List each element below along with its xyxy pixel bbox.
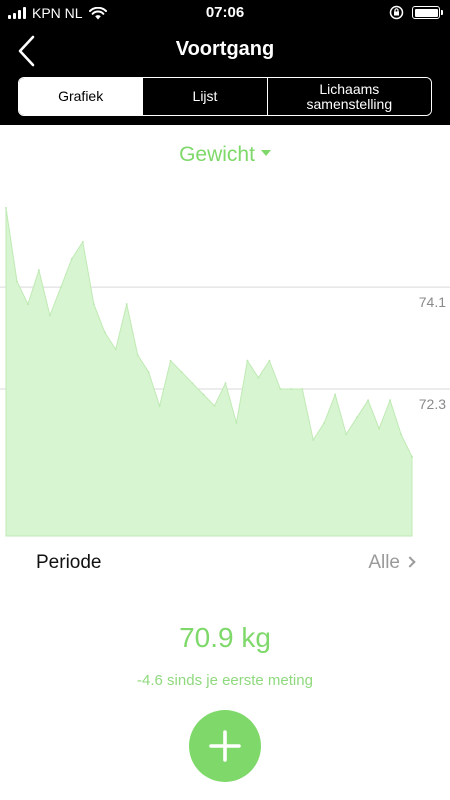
data-point-5 — [59, 286, 62, 289]
periode-label: Periode — [36, 552, 102, 573]
data-point-6 — [70, 257, 73, 260]
data-point-13 — [147, 371, 150, 373]
data-point-22 — [246, 359, 249, 362]
weight-chart: 74.1 72.3 — [0, 180, 450, 540]
data-point-11 — [125, 303, 128, 306]
data-point-14 — [158, 404, 161, 407]
signal-icon — [8, 7, 26, 19]
orientation-lock-icon — [389, 5, 404, 20]
periode-row[interactable]: Periode Alle — [0, 540, 450, 586]
nav-bar: Voortgang — [0, 30, 450, 70]
data-point-15 — [169, 359, 172, 362]
current-weight: 70.9 kg — [179, 622, 271, 653]
tab-lichaams-samenstelling[interactable]: Lichaams samenstelling — [266, 78, 431, 115]
data-point-27 — [301, 388, 304, 390]
data-point-21 — [235, 421, 238, 424]
view-tabs: Grafiek Lijst Lichaams samenstelling — [18, 77, 432, 116]
tab-grafiek[interactable]: Grafiek — [19, 78, 143, 115]
data-point-2 — [26, 303, 29, 306]
data-point-16 — [180, 371, 183, 373]
tab-lijst[interactable]: Lijst — [142, 78, 267, 115]
data-point-7 — [81, 240, 84, 243]
data-point-8 — [92, 303, 95, 306]
data-point-37 — [411, 455, 413, 458]
weight-difference: -4.6 sinds je eerste meting — [137, 672, 313, 689]
back-button[interactable] — [14, 34, 44, 68]
data-point-28 — [312, 438, 315, 441]
chevron-right-icon — [404, 556, 416, 568]
data-point-17 — [191, 382, 194, 385]
data-point-24 — [268, 359, 271, 362]
y-tick-label-1: 72.3 — [419, 396, 446, 412]
caret-down-icon — [260, 150, 271, 157]
data-point-19 — [213, 404, 216, 407]
data-point-33 — [367, 399, 370, 402]
data-point-26 — [290, 388, 293, 390]
data-point-35 — [389, 399, 392, 402]
battery-icon — [412, 6, 443, 19]
data-point-29 — [323, 421, 326, 424]
periode-value-text: Alle — [368, 552, 400, 573]
data-point-20 — [224, 382, 227, 385]
status-left: KPN NL — [8, 5, 107, 21]
data-point-18 — [202, 393, 205, 396]
data-point-30 — [334, 393, 337, 396]
weight-area-series — [5, 207, 413, 537]
status-bar: KPN NL 07:06 — [0, 0, 450, 26]
header: KPN NL 07:06 Voortgang Grafiek Li — [0, 0, 450, 125]
metric-label: Gewicht — [179, 143, 255, 166]
data-point-36 — [400, 433, 402, 436]
chart-svg: 74.1 72.3 — [0, 207, 450, 537]
data-point-32 — [356, 416, 359, 419]
wifi-icon — [88, 6, 107, 19]
data-point-3 — [37, 269, 40, 272]
plus-icon — [209, 730, 241, 762]
metric-dropdown[interactable]: Gewicht — [0, 143, 450, 167]
data-point-0 — [5, 207, 7, 209]
data-point-4 — [48, 314, 51, 317]
add-measurement-button[interactable] — [189, 710, 261, 782]
carrier-label: KPN NL — [32, 5, 83, 21]
page-title: Voortgang — [175, 38, 275, 60]
y-tick-label-0: 74.1 — [419, 294, 446, 310]
data-point-9 — [103, 331, 106, 334]
status-time: 07:06 — [205, 4, 245, 21]
data-point-34 — [378, 427, 381, 430]
periode-value[interactable]: Alle — [368, 552, 416, 574]
data-point-10 — [114, 348, 117, 351]
data-point-23 — [257, 376, 260, 379]
data-point-31 — [345, 433, 348, 436]
data-point-12 — [136, 354, 139, 356]
data-point-1 — [16, 280, 18, 283]
data-point-25 — [279, 388, 282, 390]
chevron-left-icon — [18, 35, 35, 67]
status-right — [389, 5, 443, 20]
